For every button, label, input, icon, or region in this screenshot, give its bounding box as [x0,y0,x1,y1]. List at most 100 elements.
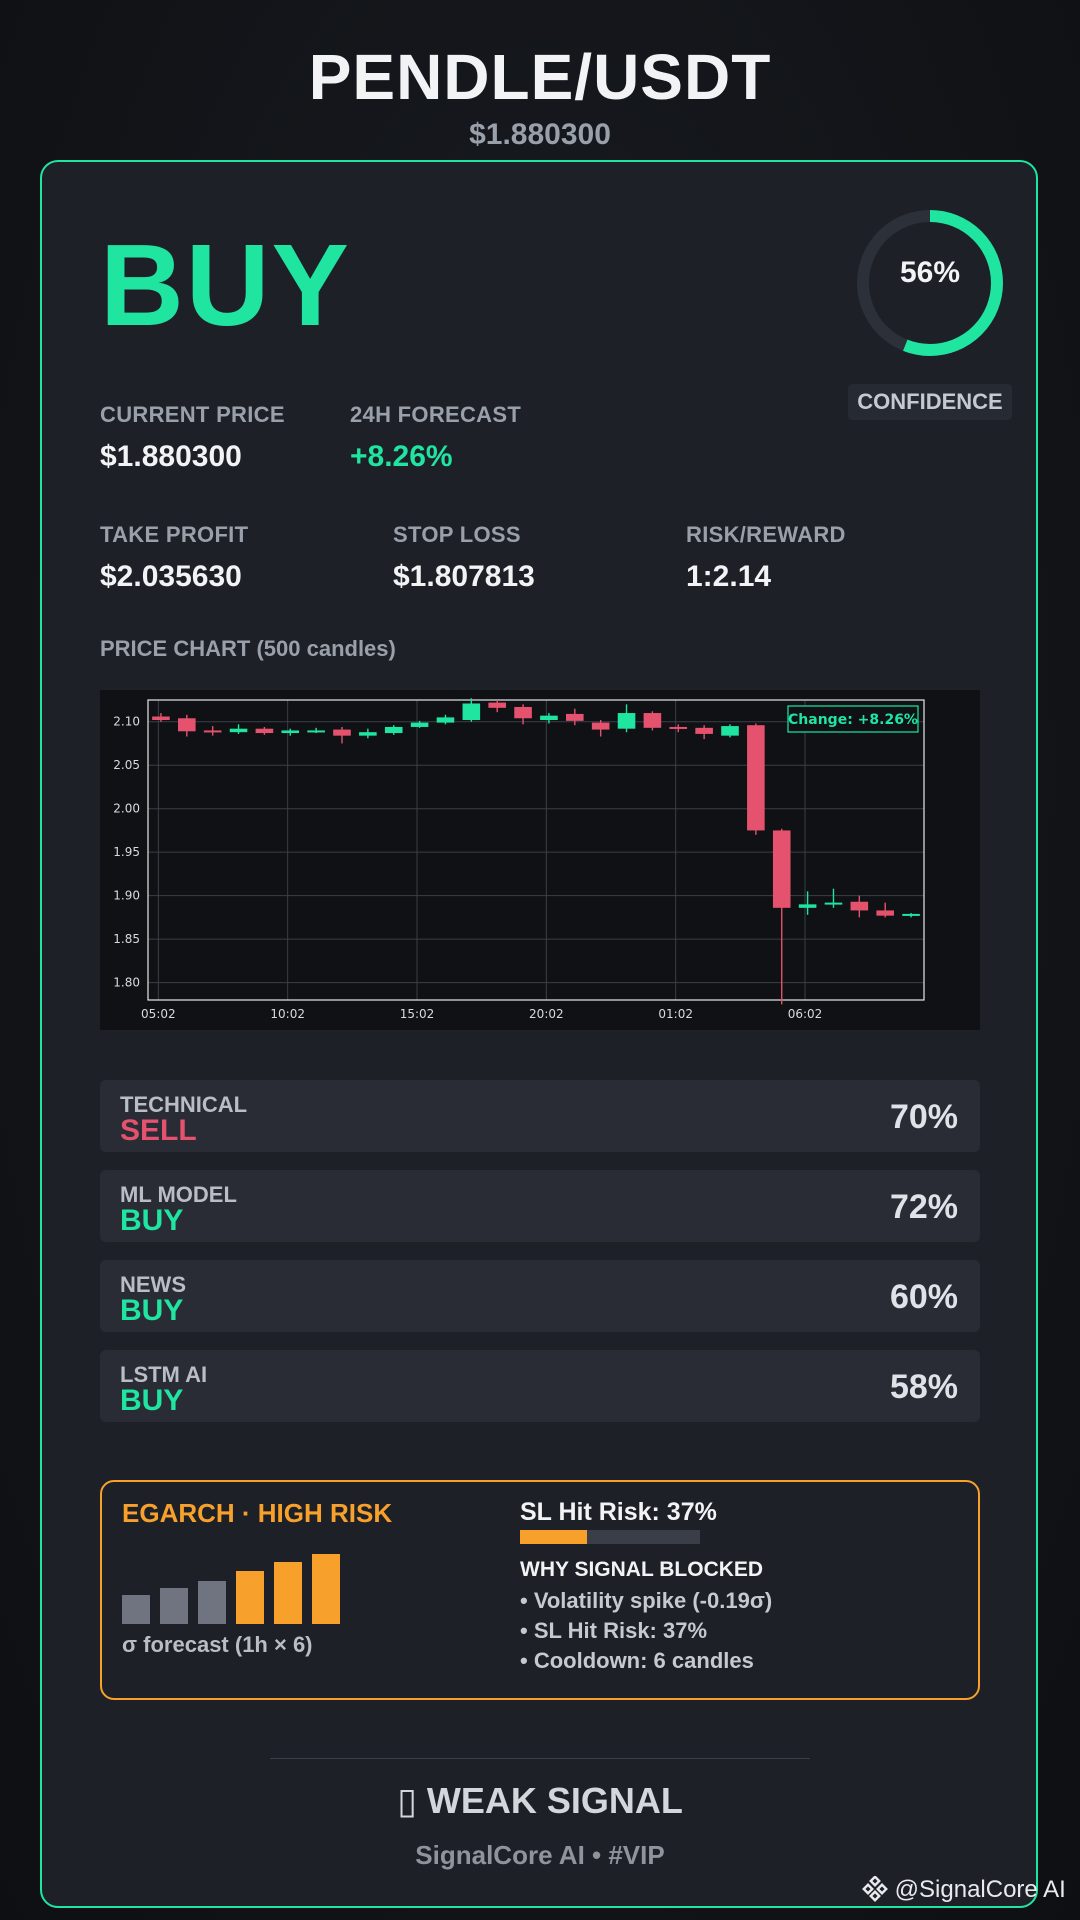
candle-body [488,702,506,708]
stop-loss-label: STOP LOSS [393,522,521,547]
sl-hit-risk-track [520,1530,700,1544]
price-chart-title: PRICE CHART (500 candles) [100,636,396,661]
current-price-label: CURRENT PRICE [100,402,285,427]
why-item: • Volatility spike (-0.19σ) [520,1588,773,1613]
y-tick-label: 2.00 [113,802,140,816]
risk-reward-value: 1:2.14 [686,560,772,593]
candle-body [514,706,532,719]
current-price-value: $1.880300 [100,440,242,473]
candle-body [902,913,920,916]
sigma-bar [160,1587,188,1624]
confidence-value: 56% [899,256,961,289]
candle-body [695,727,713,734]
candle-body [384,726,403,734]
model-row-lstm-ai: LSTM AI BUY 58% [100,1350,980,1422]
egarch-title: EGARCH · HIGH RISK [122,1498,393,1528]
sigma-bar [198,1580,226,1624]
x-tick-label: 05:02 [141,1007,176,1021]
forecast-label: 24H FORECAST [350,402,522,427]
y-tick-label: 2.05 [113,758,140,772]
pair-price: $1.880300 [469,118,611,151]
model-row-ml-model: ML MODEL BUY 72% [100,1170,980,1242]
model-signal: BUY [120,1384,184,1417]
candle-body [747,725,765,831]
x-tick-label: 01:02 [658,1007,693,1021]
model-confidence: 60% [889,1278,958,1316]
candle-body [359,732,377,736]
watermark-text: @SignalCore AI [894,1876,1066,1903]
signal-label: BUY [100,220,351,350]
x-tick-label: 20:02 [529,1007,564,1021]
candle-body [566,713,584,721]
pair-title: PENDLE/USDT [308,41,772,113]
y-tick-label: 1.80 [113,976,140,990]
candle-body [876,910,894,916]
forecast-value: +8.26% [350,440,453,473]
price-chart: 1.80 1.85 1.90 1.95 2.00 2.05 2.10 05:02 10:02 15… [100,690,980,1030]
confidence-label: CONFIDENCE [848,384,1012,420]
confidence-gauge [857,210,1003,356]
candle-body [178,718,196,732]
candle-body [203,730,222,733]
candle-body [229,728,248,733]
candle-body [462,703,481,720]
candle-body [307,730,325,733]
y-tick-label: 1.90 [113,889,140,903]
sigma-bar [236,1570,264,1624]
candle-body [255,728,274,734]
model-signal: SELL [120,1114,197,1147]
model-confidence: 72% [889,1188,958,1226]
model-row-news: NEWS BUY 60% [100,1260,980,1332]
brand-label: SignalCore AI • #VIP [415,1840,665,1870]
candle-body [591,722,610,730]
chart-frame [147,699,925,1001]
model-label: LSTM AI [120,1362,208,1387]
footer-divider [270,1758,810,1759]
sl-hit-risk-title: SL Hit Risk: 37% [520,1498,717,1526]
candle-body [617,713,636,729]
risk-reward-label: RISK/REWARD [686,522,846,547]
candle-body [824,902,843,905]
binance-diamond-icon [862,1875,888,1902]
candle-body [798,904,817,908]
model-label: TECHNICAL [120,1092,248,1117]
change-annotation-box [787,705,919,733]
sigma-bar [312,1554,340,1624]
candle-body [721,726,739,736]
y-tick-label: 2.10 [113,715,140,729]
candle-body [669,726,688,729]
x-tick-label: 06:02 [788,1007,823,1021]
x-tick-label: 15:02 [400,1007,435,1021]
sl-hit-risk-fill [520,1530,587,1544]
y-tick-label: 1.85 [113,932,140,946]
candle-body [643,713,662,728]
sigma-bar [122,1594,150,1624]
why-item: • SL Hit Risk: 37% [520,1618,708,1643]
model-signal: BUY [120,1294,184,1327]
take-profit-label: TAKE PROFIT [100,522,249,547]
watermark: @SignalCore AI [862,1875,1066,1904]
candle-body [333,729,351,736]
sigma-forecast-label: σ forecast (1h × 6) [122,1632,313,1657]
weak-signal-label: ▯ WEAK SIGNAL [397,1780,683,1821]
change-annotation: Change: +8.26% [788,712,918,728]
model-signal: BUY [120,1204,184,1237]
egarch-risk-panel: EGARCH · HIGH RISK σ forecast (1h × 6) S… [100,1480,980,1700]
model-confidence: 58% [889,1368,958,1406]
take-profit-value: $2.035630 [100,560,242,593]
model-row-technical: TECHNICAL SELL 70% [100,1080,980,1152]
why-item: • Cooldown: 6 candles [520,1648,754,1673]
model-label: NEWS [120,1272,186,1297]
sigma-bar [274,1562,302,1624]
gauge-arc [857,210,1003,356]
why-blocked-title: WHY SIGNAL BLOCKED [520,1558,764,1581]
candle-body [772,830,791,908]
stop-loss-value: $1.807813 [393,560,535,593]
y-tick-label: 1.95 [113,845,140,859]
sigma-forecast-bars [122,1548,362,1624]
candle-body [281,730,300,734]
candle-body [152,716,170,720]
candle-body [850,901,869,911]
x-tick-label: 10:02 [270,1007,305,1021]
candle-body [436,717,455,723]
